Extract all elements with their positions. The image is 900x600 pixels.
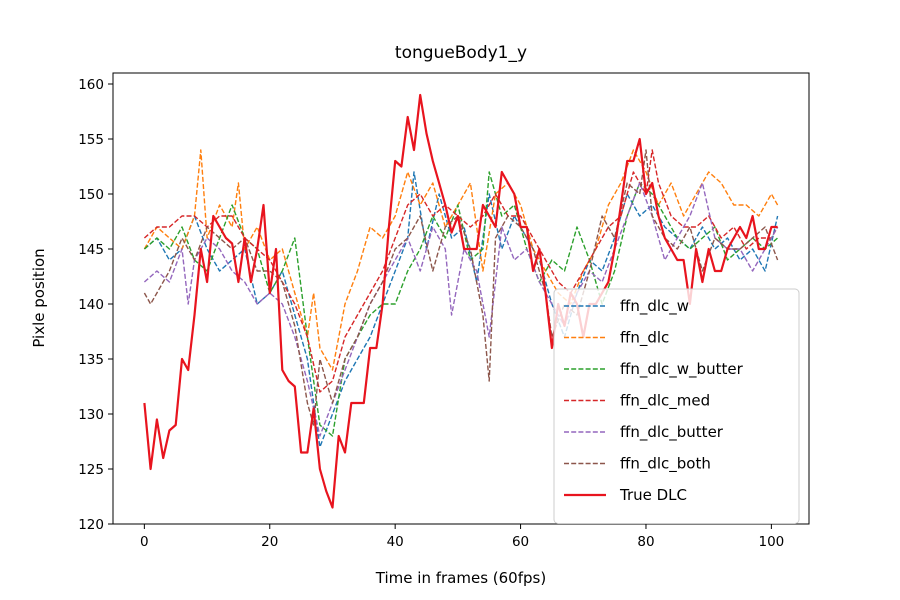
plot-area — [143, 93, 779, 509]
legend-label-ffn-dlc-med: ffn_dlc_med — [620, 392, 710, 411]
y-tick-label: 145 — [78, 242, 104, 258]
y-tick-label: 150 — [78, 187, 104, 203]
x-tick-label: 40 — [387, 534, 404, 550]
x-tick-label: 0 — [140, 534, 149, 550]
chart-title: tongueBody1_y — [395, 43, 527, 63]
y-tick-label: 160 — [78, 77, 104, 93]
series-line-ffn-dlc-butter — [143, 182, 779, 437]
series-line-ffn-dlc-med — [143, 149, 779, 393]
x-tick-label: 60 — [512, 534, 529, 550]
y-tick-label: 155 — [78, 132, 104, 148]
x-tick-label: 80 — [637, 534, 654, 550]
x-tick-label: 100 — [758, 534, 784, 550]
y-tick-label: 120 — [78, 517, 104, 533]
legend-label-ffn-dlc-butter: ffn_dlc_butter — [620, 423, 724, 442]
x-axis: 0 20 40 60 80 100 — [140, 524, 784, 550]
series-line-true-dlc — [143, 93, 778, 509]
legend-label-true-dlc: True DLC — [619, 486, 687, 504]
legend: ffn_dlc_w ffn_dlc ffn_dlc_w_butter ffn_dlc_… — [553, 288, 800, 524]
y-axis: 120 125 130 135 140 145 150 155 160 — [78, 77, 113, 533]
legend-label-ffn-dlc: ffn_dlc — [620, 329, 669, 348]
y-tick-label: 135 — [78, 352, 104, 368]
legend-label-ffn-dlc-w: ffn_dlc_w — [620, 297, 689, 316]
y-axis-label: Pixle position — [30, 248, 48, 347]
y-tick-label: 130 — [78, 407, 104, 423]
y-tick-label: 125 — [78, 462, 104, 478]
legend-box — [553, 288, 800, 524]
legend-label-ffn-dlc-both: ffn_dlc_both — [620, 455, 711, 474]
plot-frame — [112, 72, 810, 525]
y-tick-label: 140 — [78, 297, 104, 313]
legend-label-ffn-dlc-w-butter: ffn_dlc_w_butter — [620, 360, 744, 379]
x-tick-label: 20 — [261, 534, 278, 550]
x-axis-label: Time in frames (60fps) — [375, 569, 546, 587]
